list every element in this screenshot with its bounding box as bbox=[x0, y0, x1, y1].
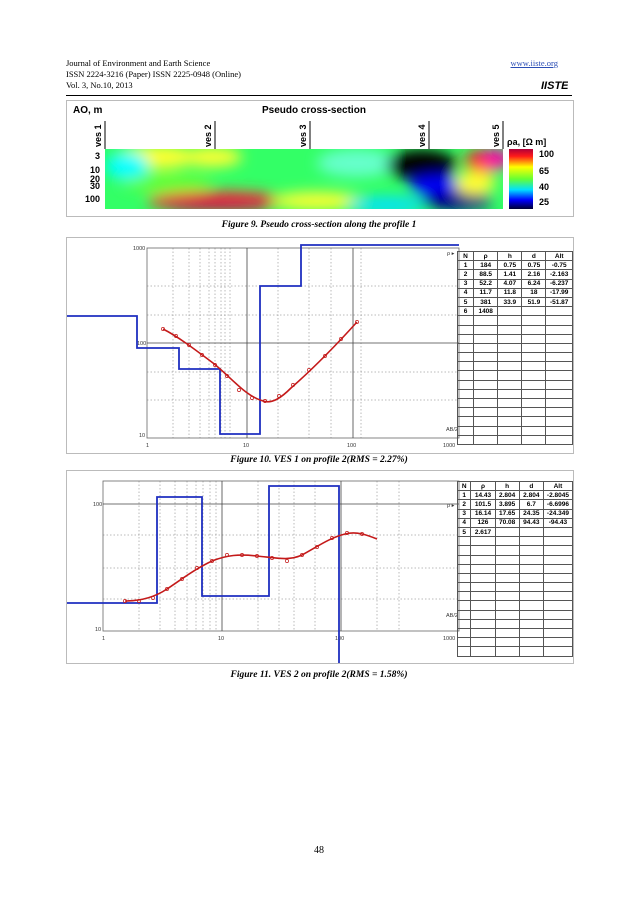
ves1-results-table: N ρ h d Alt 1 184 0.75 0.75 -0.75 2 88.5 1.41 2… bbox=[456, 250, 573, 445]
journal-header: Journal of Environment and Earth Science… bbox=[66, 58, 241, 91]
depth-10: 10 bbox=[90, 165, 100, 175]
depth-ticks: 3 10 20 30 100 bbox=[85, 151, 100, 204]
depth-30: 30 bbox=[90, 181, 100, 191]
depth-100: 100 bbox=[85, 194, 100, 204]
header-rule bbox=[66, 95, 572, 96]
legend-values: 100 65 40 25 bbox=[539, 149, 554, 207]
legend-value-100: 100 bbox=[539, 149, 554, 159]
ves1-axis-ticks: 1000 100 10 1 10 100 1000 ρ ▸ AB/2 bbox=[133, 246, 458, 449]
figure9-caption: Figure 9. Pseudo cross-section along the… bbox=[221, 220, 417, 230]
ves1-xtick-1000: 1000 bbox=[443, 443, 455, 449]
section-title: Pseudo cross-section bbox=[262, 105, 366, 116]
figure10-caption: Figure 10. VES 1 on profile 2(RMS = 2.27… bbox=[230, 455, 408, 465]
legend-colorbar bbox=[509, 149, 533, 209]
table-row: 3 52.2 4.07 6.24 -6.237 bbox=[456, 278, 573, 289]
table-row: 5 2.617 bbox=[456, 526, 574, 538]
ves1-ytick-10: 10 bbox=[139, 433, 145, 439]
ves2-curve-chart: 100 10 1 10 100 1000 ρ ▸ AB/2 bbox=[67, 480, 460, 663]
col-h: h bbox=[497, 250, 523, 262]
ves-label-2: ves 2 bbox=[203, 124, 213, 147]
table-row: 4 126 70.08 94.43 -94.43 bbox=[456, 517, 574, 528]
ves2-data-points bbox=[123, 531, 364, 603]
journal-name: Journal of Environment and Earth Science bbox=[66, 58, 211, 68]
ves1-data-points bbox=[161, 320, 359, 403]
ves1-fitted-curve bbox=[162, 321, 358, 403]
table-row: 2 101.5 3.895 6.7 -6.6996 bbox=[456, 499, 574, 510]
pseudo-section-chart: AO, m Pseudo cross-section bbox=[73, 105, 554, 209]
ves1-xtick-100: 100 bbox=[347, 443, 356, 449]
ves1-model-step bbox=[67, 244, 459, 435]
table-row: 6 1408 bbox=[456, 306, 573, 317]
col-alt: Alt bbox=[545, 250, 573, 262]
ves2-table-header: N ρ h d Alt bbox=[456, 480, 574, 492]
ves2-xtick-1000: 1000 bbox=[443, 636, 455, 642]
col-d: d bbox=[521, 250, 547, 262]
ves1-xtick-1: 1 bbox=[146, 443, 149, 449]
ves2-ytick-10: 10 bbox=[95, 627, 101, 633]
journal-volume: Vol. 3, No.10, 2013 bbox=[66, 80, 133, 90]
col-rho: ρ bbox=[473, 250, 499, 262]
ves1-curve-chart: 1000 100 10 1 10 100 1000 ρ ▸ AB/2 bbox=[67, 244, 460, 449]
ves1-ab-label: AB/2 bbox=[446, 427, 458, 433]
page-number: 48 bbox=[314, 845, 324, 856]
col-d: d bbox=[518, 480, 544, 492]
ves2-fitted-curve bbox=[124, 532, 378, 602]
col-n: N bbox=[456, 250, 475, 262]
ves2-results-table: N ρ h d Alt 1 14.43 2.804 2.804 -2.8045 2 101… bbox=[456, 480, 574, 657]
journal-issn: ISSN 2224-3216 (Paper) ISSN 2225-0948 (O… bbox=[66, 69, 241, 79]
depth-3: 3 bbox=[95, 151, 100, 161]
ves2-rho-label: ρ ▸ bbox=[447, 503, 455, 509]
legend-value-40: 40 bbox=[539, 182, 549, 192]
ves2-xtick-10: 10 bbox=[218, 636, 224, 642]
table-row: 5 381 33.9 51.9 -51.87 bbox=[456, 296, 573, 308]
ves-label-1: ves 1 bbox=[93, 124, 103, 147]
iiste-logo: IISTE bbox=[541, 80, 568, 92]
logo-text: IISTE bbox=[541, 80, 568, 92]
figure11-caption: Figure 11. VES 2 on profile 2(RMS = 1.58… bbox=[230, 670, 408, 680]
col-h: h bbox=[494, 480, 520, 492]
table-row: 3 16.14 17.65 24.35 -24.349 bbox=[456, 508, 574, 519]
figure10-box: 1000 100 10 1 10 100 1000 ρ ▸ AB/2 N ρ h… bbox=[66, 237, 574, 454]
ves1-ytick-1000: 1000 bbox=[133, 246, 145, 252]
legend-value-65: 65 bbox=[539, 166, 549, 176]
ves1-rho-label: ρ ▸ bbox=[447, 251, 455, 257]
ves2-ytick-100: 100 bbox=[93, 502, 102, 508]
table-row: 1 184 0.75 0.75 -0.75 bbox=[456, 260, 573, 271]
ves-label-3: ves 3 bbox=[298, 124, 308, 147]
ves2-ab-label: AB/2 bbox=[446, 613, 458, 619]
figure9-box: AO, m Pseudo cross-section bbox=[66, 100, 574, 217]
table-row: 2 88.5 1.41 2.16 -2.163 bbox=[456, 269, 573, 280]
ves-label-4: ves 4 bbox=[417, 124, 427, 147]
journal-url[interactable]: www.iiste.org bbox=[510, 58, 558, 68]
ves1-ytick-100: 100 bbox=[137, 341, 146, 347]
figure11-box: 100 10 1 10 100 1000 ρ ▸ AB/2 N ρ h d Al… bbox=[66, 470, 574, 664]
col-n: N bbox=[456, 480, 472, 492]
ves-markers: ves 1 ves 2 ves 3 ves 4 ves 5 bbox=[93, 121, 504, 149]
ves-label-5: ves 5 bbox=[491, 124, 501, 147]
legend-title: ρa, [Ω m] bbox=[507, 137, 546, 147]
col-rho: ρ bbox=[470, 480, 496, 492]
depth-20: 20 bbox=[90, 174, 100, 184]
table-row: 1 14.43 2.804 2.804 -2.8045 bbox=[456, 490, 574, 501]
ves2-model-step bbox=[67, 485, 340, 663]
section-ylabel: AO, m bbox=[73, 105, 103, 116]
ves1-xtick-10: 10 bbox=[243, 443, 249, 449]
ves1-table-header: N ρ h d Alt bbox=[456, 250, 573, 262]
table-row: 4 11.7 11.8 18 -17.99 bbox=[456, 287, 573, 298]
legend-value-25: 25 bbox=[539, 197, 549, 207]
ves2-xtick-1: 1 bbox=[102, 636, 105, 642]
col-alt: Alt bbox=[542, 480, 574, 492]
